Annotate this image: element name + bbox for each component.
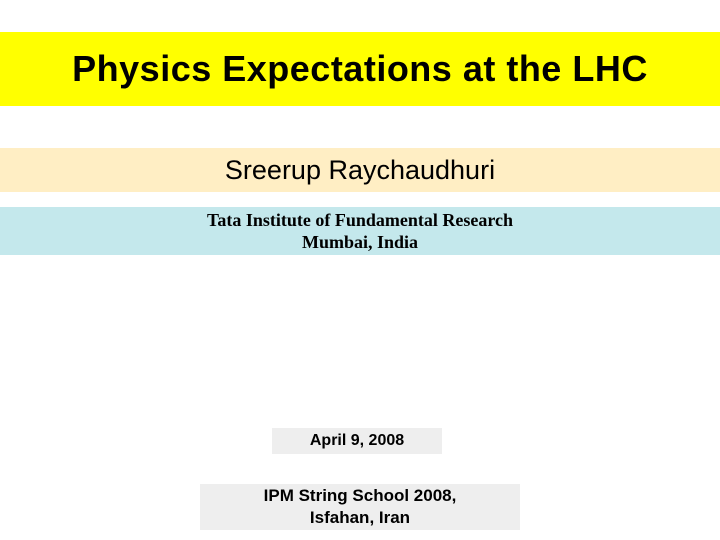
- event-line2: Isfahan, Iran: [310, 507, 410, 529]
- author-text: Sreerup Raychaudhuri: [225, 155, 495, 186]
- title-band: Physics Expectations at the LHC: [0, 32, 720, 106]
- title-text: Physics Expectations at the LHC: [72, 48, 648, 90]
- date-band: April 9, 2008: [272, 428, 442, 454]
- author-band: Sreerup Raychaudhuri: [0, 148, 720, 192]
- affiliation-band: Tata Institute of Fundamental Research M…: [0, 207, 720, 255]
- event-line1: IPM String School 2008,: [264, 485, 457, 507]
- affiliation-line1: Tata Institute of Fundamental Research: [207, 209, 513, 232]
- event-band: IPM String School 2008, Isfahan, Iran: [200, 484, 520, 530]
- date-text: April 9, 2008: [310, 432, 404, 450]
- affiliation-line2: Mumbai, India: [302, 231, 418, 254]
